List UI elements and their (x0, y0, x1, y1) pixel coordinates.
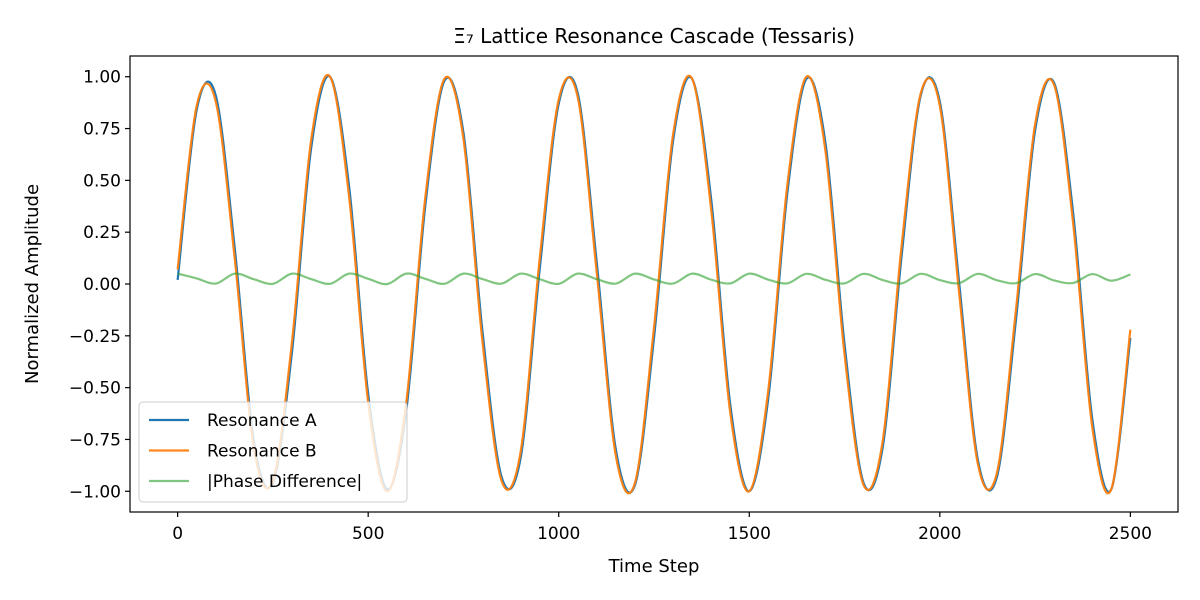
chart-title: Ξ₇ Lattice Resonance Cascade (Tessaris) (453, 24, 855, 48)
series-line-3 (177, 272, 1131, 286)
legend: Resonance A Resonance B |Phase Difference| (138, 401, 408, 503)
x-tick-label: 500 (352, 524, 384, 544)
y-tick-label: 1.00 (83, 68, 121, 88)
y-tick-label: −1.00 (69, 482, 121, 502)
x-tick-label: 2000 (918, 524, 961, 544)
legend-label: Resonance B (207, 442, 317, 462)
y-tick-label: 0.75 (83, 120, 121, 140)
plot-lines (176, 73, 1132, 495)
y-tick-label: 0.00 (83, 275, 121, 295)
y-tick-label: 0.50 (83, 171, 121, 191)
y-axis-label: Normalized Amplitude (22, 184, 43, 384)
y-tick-label: −0.25 (69, 327, 121, 347)
y-tick-label: −0.75 (69, 430, 121, 450)
x-tick-label: 2500 (1109, 524, 1152, 544)
y-axis-ticks: −1.00 −0.75 −0.50 −0.25 0.00 0.25 0.50 0.75 1.00 (69, 68, 130, 502)
series-line-2 (176, 73, 1132, 495)
x-tick-label: 1500 (728, 524, 771, 544)
y-tick-label: 0.25 (83, 223, 121, 243)
x-axis-ticks: 0 500 1000 1500 2000 2500 (172, 512, 1152, 544)
x-axis-label: Time Step (608, 556, 700, 577)
x-tick-label: 0 (172, 524, 183, 544)
legend-box (138, 401, 408, 503)
x-tick-label: 1000 (537, 524, 580, 544)
legend-label: Resonance A (207, 411, 317, 431)
y-tick-label: −0.50 (69, 379, 121, 399)
legend-label: |Phase Difference| (207, 472, 362, 492)
